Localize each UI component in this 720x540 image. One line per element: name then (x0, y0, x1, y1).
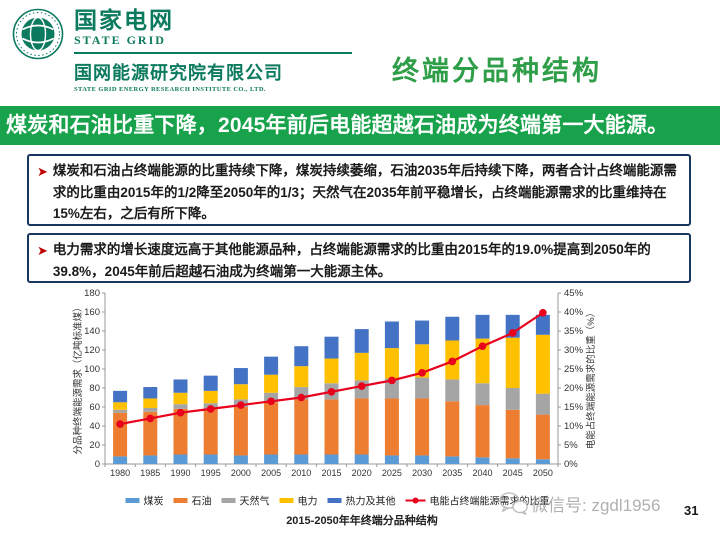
arrow-bullet-icon: ➤ (37, 243, 48, 258)
svg-text:120: 120 (84, 345, 100, 356)
svg-text:0%: 0% (564, 459, 578, 470)
svg-text:45%: 45% (564, 288, 584, 299)
svg-text:0: 0 (95, 459, 100, 470)
svg-text:石油: 石油 (192, 495, 212, 508)
svg-text:180: 180 (84, 288, 100, 299)
electricity-share-line (116, 308, 547, 428)
stacked-bars (113, 314, 550, 464)
svg-text:2015-2050年年终端分品种结构: 2015-2050年年终端分品种结构 (286, 513, 438, 527)
svg-text:1985: 1985 (140, 468, 160, 478)
bullet-text-electricity: 电力需求的增长速度远高于其他能源品种，占终端能源需求的比重由2015年的19.0… (52, 242, 651, 279)
svg-text:25%: 25% (564, 364, 584, 375)
watermark-text: 微信号: zgdl1956 (531, 495, 661, 515)
svg-text:2020: 2020 (352, 468, 372, 478)
brand-divider (74, 52, 352, 55)
headline-banner: 煤炭和石油比重下降，2045年前后电能超越石油成为终端第一大能源。 (0, 106, 720, 145)
watermark: 微信号: zgdl1956 (498, 490, 660, 516)
arrow-bullet-icon: ➤ (37, 164, 48, 179)
svg-text:2030: 2030 (412, 468, 432, 478)
svg-text:2000: 2000 (231, 468, 251, 478)
page-number: 31 (684, 503, 699, 518)
svg-text:2015: 2015 (321, 468, 341, 478)
svg-text:160: 160 (84, 307, 100, 318)
svg-text:2025: 2025 (382, 468, 402, 478)
brand: 国家电网 STATE GRID 国网能源研究院有限公司 STATE GRID E… (12, 8, 352, 93)
svg-text:分品种终端能源需求（亿吨标准煤）: 分品种终端能源需求（亿吨标准煤） (72, 302, 84, 454)
svg-text:40%: 40% (564, 307, 584, 318)
svg-text:2040: 2040 (472, 468, 492, 478)
institute-name-en: STATE GRID ENERGY RESEARCH INSTITUTE CO.… (74, 86, 266, 94)
svg-text:煤炭: 煤炭 (144, 495, 164, 508)
svg-text:60: 60 (89, 402, 100, 413)
svg-text:10%: 10% (564, 421, 584, 432)
svg-text:15%: 15% (564, 402, 584, 413)
page-title: 终端分品种结构 (392, 56, 602, 86)
svg-text:天然气: 天然气 (240, 495, 270, 508)
state-grid-logo (12, 8, 64, 60)
svg-text:20%: 20% (564, 383, 584, 394)
svg-text:2035: 2035 (442, 468, 462, 478)
bullet-box-coal-oil: ➤ 煤炭和石油占终端能源的比重持续下降，煤炭持续萎缩，石油2035年后持续下降，… (27, 154, 691, 226)
svg-text:热力及其他: 热力及其他 (346, 495, 396, 508)
svg-text:80: 80 (89, 383, 100, 394)
terminal-energy-chart: 0 20 40 60 80 100 120 140 160 180 0% 5% 10% 15% 20% 25%… (70, 288, 615, 536)
svg-text:2050: 2050 (533, 468, 553, 478)
svg-text:1980: 1980 (110, 468, 130, 478)
svg-text:100: 100 (84, 364, 100, 375)
svg-text:2005: 2005 (261, 468, 281, 478)
chart-canvas: 0204060801001201401601800%5%10%15%20%25%… (72, 288, 597, 527)
svg-text:2010: 2010 (291, 468, 311, 478)
svg-text:电能占终端能源需求的比重（%）: 电能占终端能源需求的比重（%） (585, 308, 597, 449)
legend: 煤炭 石油 天然气 电力 热力及其他 电能占终端能源需求的比重 (125, 495, 550, 508)
svg-text:5%: 5% (564, 440, 578, 451)
svg-text:140: 140 (84, 326, 100, 337)
brand-name-cn: 国家电网 (74, 7, 174, 33)
brand-text: 国家电网 STATE GRID 国网能源研究院有限公司 STATE GRID E… (74, 8, 352, 93)
svg-text:1990: 1990 (170, 468, 190, 478)
svg-text:2045: 2045 (503, 468, 523, 478)
institute-name-cn: 国网能源研究院有限公司 (74, 63, 283, 84)
svg-text:40: 40 (89, 421, 100, 432)
bullet-text-coal-oil: 煤炭和石油占终端能源的比重持续下降，煤炭持续萎缩，石油2035年后持续下降，两者… (52, 163, 677, 222)
bullet-box-electricity: ➤ 电力需求的增长速度远高于其他能源品种，占终端能源需求的比重由2015年的19… (27, 233, 691, 283)
svg-text:电力: 电力 (298, 495, 318, 508)
svg-text:35%: 35% (564, 326, 584, 337)
svg-text:1995: 1995 (201, 468, 221, 478)
svg-text:30%: 30% (564, 345, 584, 356)
svg-text:20: 20 (89, 440, 100, 451)
wechat-icon (499, 492, 528, 515)
brand-name-en: STATE GRID (74, 33, 166, 48)
